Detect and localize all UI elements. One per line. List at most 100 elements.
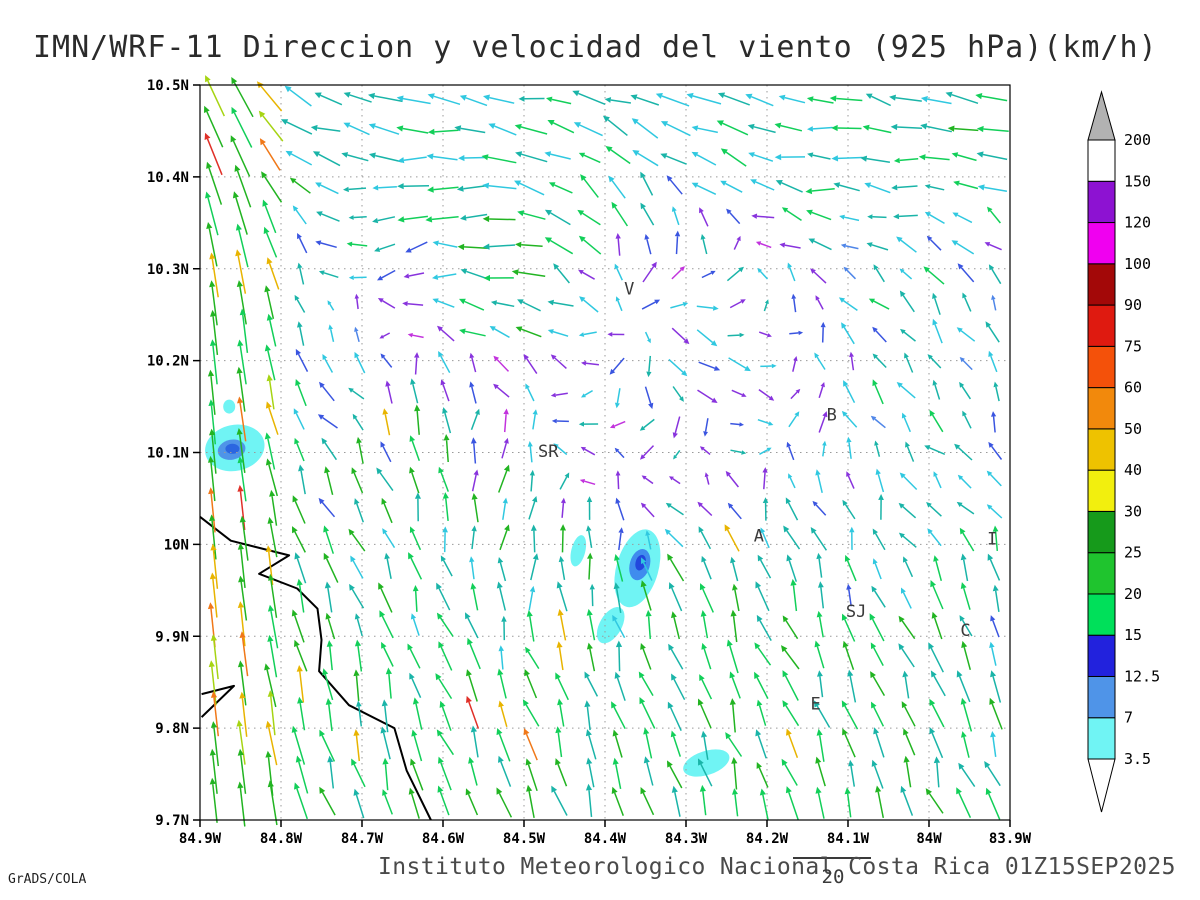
wind-arrow-head <box>644 234 650 240</box>
wind-arrow-head <box>993 381 999 388</box>
wind-arrow-head <box>397 157 405 164</box>
wind-arrow-shaft <box>470 413 479 431</box>
wind-arrow-head <box>263 226 270 234</box>
wind-arrow-shaft <box>325 558 339 583</box>
wind-arrow-head <box>740 299 746 304</box>
wind-arrow-head <box>372 217 379 224</box>
wind-arrow-shaft <box>488 184 517 190</box>
wind-arrow-head <box>258 110 266 118</box>
wind-arrow-head <box>440 555 446 562</box>
wind-arrow-shaft <box>550 239 574 255</box>
wind-arrow-shaft <box>733 239 740 250</box>
footer-caption: Instituto Meteorologico Nacional Costa R… <box>378 854 1176 880</box>
wind-arrow-head <box>207 369 215 377</box>
wind-arrow-shaft <box>637 152 659 167</box>
wind-arrow-shaft <box>904 676 910 699</box>
wind-arrow-shaft <box>846 560 857 582</box>
wind-arrow-head <box>615 497 621 504</box>
wind-arrow-shaft <box>553 184 573 194</box>
wind-arrow-shaft <box>518 271 546 277</box>
wind-arrow-head <box>730 556 736 564</box>
wind-arrow-head <box>314 92 322 99</box>
wind-arrow-head <box>988 441 994 448</box>
wind-arrow-shaft <box>643 418 655 429</box>
wind-arrow-head <box>822 440 827 446</box>
wind-arrow-shaft <box>412 334 424 339</box>
speed-colorbar: 200 150 120 100 90 75 60 50 40 30 25 20 15 12.5 7 3.5 <box>1087 90 1160 813</box>
wind-arrow-head <box>548 182 556 188</box>
wind-arrow-head <box>842 728 848 736</box>
wind-arrow-head <box>380 441 386 448</box>
wind-arrow-shaft <box>845 414 858 428</box>
wind-arrow-head <box>754 642 761 650</box>
wind-arrow-head <box>210 543 217 551</box>
wind-arrow-shaft <box>613 706 626 730</box>
wind-arrow-shaft <box>358 706 363 727</box>
wind-arrow-shaft <box>817 474 823 493</box>
wind-arrow-head <box>523 353 529 361</box>
wind-arrow-shaft <box>646 239 652 255</box>
wind-arrow-head <box>259 138 266 146</box>
wind-arrow-head <box>427 186 434 193</box>
x-tick-label: 84.2W <box>746 831 789 847</box>
wind-arrow-head <box>929 409 935 417</box>
wind-arrow-shaft <box>324 442 338 461</box>
colorbar-segment <box>1087 345 1116 389</box>
wind-arrow-head <box>924 445 931 451</box>
wind-arrow-head <box>664 528 671 536</box>
wind-arrow-head <box>614 263 619 270</box>
wind-arrow-shaft <box>751 96 774 107</box>
wind-arrow-head <box>959 357 965 363</box>
wind-arrow-shaft <box>384 532 396 549</box>
wind-arrow-head <box>699 446 705 451</box>
wind-arrow-shaft <box>933 675 946 697</box>
wind-arrow-shaft <box>473 499 479 523</box>
wind-arrow-shaft <box>550 212 571 226</box>
wind-arrow-shaft <box>874 384 884 405</box>
wind-arrow-head <box>385 667 392 675</box>
colorbar-segment <box>1087 675 1116 719</box>
wind-arrow-shaft <box>873 765 884 789</box>
wind-arrow-head <box>807 152 814 158</box>
wind-arrow-shaft <box>725 151 747 167</box>
wind-arrow-shaft <box>963 647 972 670</box>
wind-arrow-shaft <box>320 184 339 195</box>
wind-arrow-shaft <box>559 704 565 727</box>
axis-labels: 10.5N 10.4N 10.3N 10.2N 10.1N 10N 9.9N 9.8N 9.7N… <box>147 78 1032 847</box>
wind-arrow-shaft <box>780 124 803 132</box>
wind-arrow-head <box>346 241 353 247</box>
wind-arrow-shaft <box>725 182 743 193</box>
wind-arrow-head <box>292 495 299 503</box>
wind-arrow-head <box>459 94 467 101</box>
wind-arrow-head <box>987 553 994 561</box>
wind-arrow-shaft <box>816 705 831 728</box>
wind-arrow-head <box>901 587 906 594</box>
wind-arrow-shaft <box>871 618 885 642</box>
wind-arrow-shaft <box>847 475 855 489</box>
wind-arrow-head <box>412 697 419 705</box>
wind-arrow-shaft <box>323 272 339 279</box>
wind-arrow-shaft <box>958 182 979 190</box>
wind-arrow-head <box>425 216 433 223</box>
wind-arrow-head <box>469 556 475 563</box>
wind-arrow-head <box>614 402 620 409</box>
wind-arrow-head <box>261 171 268 179</box>
wind-arrow-shaft <box>414 590 418 612</box>
wind-arrow-shaft <box>700 531 712 550</box>
wind-arrow-shaft <box>983 128 1009 133</box>
wind-arrow-shaft <box>327 587 333 613</box>
wind-arrow-head <box>699 207 704 214</box>
colorbar-label: 75 <box>1124 337 1142 355</box>
wind-arrow-head <box>741 392 747 397</box>
wind-arrow-head <box>640 502 647 509</box>
wind-arrow-head <box>436 729 443 737</box>
wind-arrow-shaft <box>380 588 393 613</box>
wind-arrow-head <box>293 408 299 415</box>
wind-arrow-head <box>578 421 584 427</box>
wind-arrow-head <box>710 270 716 275</box>
wind-arrow-head <box>668 643 674 651</box>
wind-arrow-head <box>236 719 243 727</box>
wind-arrow-head <box>456 185 464 192</box>
wind-arrow-head <box>237 396 244 404</box>
wind-arrow-shaft <box>529 446 533 463</box>
